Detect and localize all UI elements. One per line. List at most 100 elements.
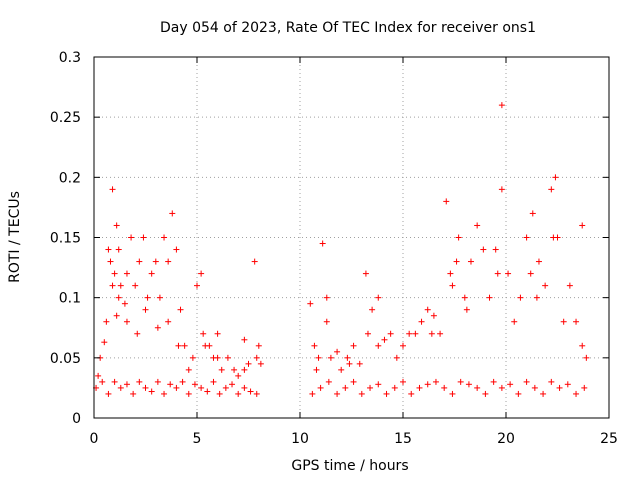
data-point	[245, 360, 252, 367]
data-point	[218, 366, 225, 373]
data-point	[241, 366, 248, 373]
data-point	[498, 186, 505, 193]
data-point	[235, 372, 242, 379]
y-tick-labels: 0 0.05 0.1 0.15 0.2 0.25 0.3	[50, 50, 81, 427]
y-tick-label: 0.25	[50, 110, 81, 126]
y-tick-label: 0	[72, 411, 81, 427]
data-point	[105, 246, 112, 253]
data-point	[344, 354, 351, 361]
data-point	[432, 378, 439, 385]
data-point	[99, 378, 106, 385]
data-point	[154, 378, 161, 385]
data-point	[175, 342, 182, 349]
data-point	[447, 270, 454, 277]
x-tick-label: 20	[497, 431, 515, 447]
data-point	[167, 381, 174, 388]
chart-title: Day 054 of 2023, Rate Of TEC Index for r…	[160, 20, 536, 36]
data-point	[198, 270, 205, 277]
data-point	[358, 390, 365, 397]
data-point	[498, 384, 505, 391]
data-point	[204, 388, 211, 395]
data-point	[375, 381, 382, 388]
data-point	[400, 378, 406, 385]
data-point	[552, 174, 559, 181]
data-point	[408, 390, 415, 397]
data-point	[453, 258, 460, 265]
y-tick-label: 0.15	[50, 231, 81, 247]
data-point	[517, 294, 524, 301]
data-point	[185, 390, 192, 397]
data-point	[535, 258, 542, 265]
x-tick-label: 10	[291, 431, 309, 447]
y-tick-label: 0.3	[59, 50, 81, 66]
data-point	[400, 342, 406, 349]
data-point	[111, 270, 118, 277]
data-point	[210, 378, 217, 385]
data-point	[441, 384, 448, 391]
data-point	[103, 318, 110, 325]
data-point	[523, 378, 530, 385]
data-point	[315, 354, 322, 361]
data-point	[406, 330, 413, 337]
data-point	[121, 300, 128, 307]
data-point	[581, 384, 588, 391]
data-point	[334, 390, 341, 397]
grid-lines	[94, 57, 609, 418]
data-point	[189, 354, 196, 361]
data-point	[311, 342, 318, 349]
data-point	[206, 342, 213, 349]
data-point	[148, 270, 155, 277]
data-point	[117, 384, 124, 391]
data-point	[350, 378, 357, 385]
data-point	[140, 234, 147, 241]
data-point	[95, 372, 102, 379]
data-point	[369, 306, 376, 313]
data-point	[198, 384, 205, 391]
data-point	[498, 102, 505, 109]
data-point	[437, 330, 444, 337]
data-point	[375, 342, 382, 349]
data-point	[136, 258, 143, 265]
data-point	[185, 366, 192, 373]
data-point	[173, 246, 180, 253]
data-point	[327, 354, 334, 361]
data-point	[391, 384, 398, 391]
data-point	[214, 354, 221, 361]
data-point	[579, 342, 586, 349]
data-point	[128, 234, 135, 241]
data-point	[465, 381, 472, 388]
data-point	[383, 390, 390, 397]
data-point	[222, 384, 229, 391]
data-point	[130, 390, 137, 397]
data-point	[393, 354, 400, 361]
data-point	[194, 282, 200, 289]
data-point	[424, 381, 431, 388]
data-point	[507, 381, 514, 388]
data-point	[251, 258, 258, 265]
data-point	[142, 306, 149, 313]
data-point	[494, 270, 501, 277]
data-point	[253, 354, 260, 361]
data-point	[531, 384, 538, 391]
data-point	[165, 318, 172, 325]
data-point	[492, 246, 499, 253]
data-point	[364, 330, 371, 337]
data-point	[430, 312, 437, 319]
data-point	[416, 384, 423, 391]
data-point	[474, 384, 481, 391]
data-point	[247, 388, 254, 395]
data-point	[181, 342, 188, 349]
data-point	[412, 330, 419, 337]
data-point	[346, 360, 353, 367]
data-point	[573, 318, 580, 325]
data-point	[107, 258, 114, 265]
data-point	[148, 388, 155, 395]
data-point	[154, 324, 161, 331]
data-point	[482, 390, 489, 397]
data-point	[200, 330, 207, 337]
y-tick-label: 0.2	[59, 170, 81, 186]
data-point	[241, 384, 248, 391]
data-point	[375, 294, 382, 301]
data-point	[123, 381, 130, 388]
data-point	[123, 318, 130, 325]
